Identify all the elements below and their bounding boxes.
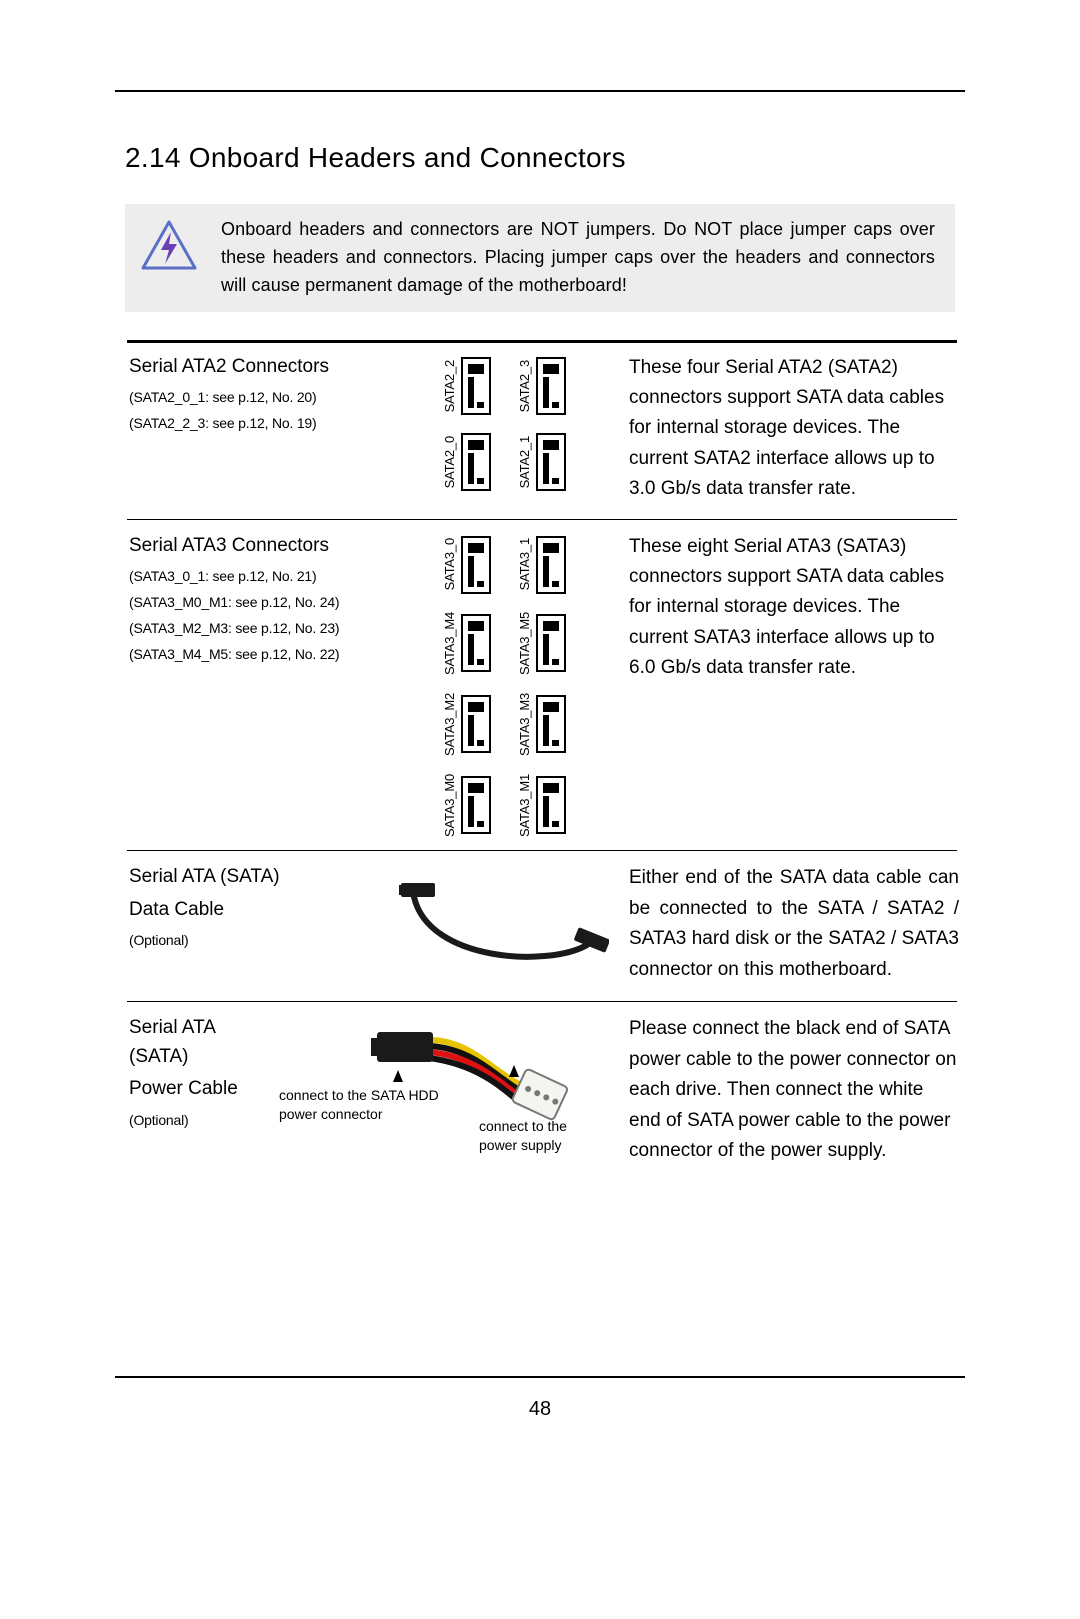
- table-top-rule: [127, 340, 957, 343]
- section-title: 2.14 Onboard Headers and Connectors: [125, 142, 965, 174]
- divider: [127, 1001, 957, 1002]
- datacable-diagram: [379, 863, 629, 987]
- sata3-ports: SATA3_0 SATA3_M4 SATA3_M2 SATA3_M0 SATA3…: [442, 536, 566, 837]
- warning-icon: [141, 220, 197, 272]
- port-body-icon: [461, 357, 491, 415]
- sata3-sub-1: (SATA3_M0_M1: see p.12, No. 24): [129, 590, 369, 616]
- divider: [127, 850, 957, 851]
- sata3-left: Serial ATA3 Connectors (SATA3_0_1: see p…: [129, 532, 379, 837]
- sata3-port: SATA3_M2: [442, 693, 491, 756]
- bottom-rule: [115, 1376, 965, 1378]
- datacable-left: Serial ATA (SATA) Data Cable (Optional): [129, 863, 379, 987]
- powercable-anno2: connect to the power supply: [479, 1118, 599, 1155]
- sata-data-cable-icon: [399, 867, 609, 987]
- port-body-icon: [536, 695, 566, 753]
- top-rule: [115, 90, 965, 92]
- port-body-icon: [461, 776, 491, 834]
- sata3-port: SATA3_M4: [442, 612, 491, 675]
- row-powercable: Serial ATA (SATA) Power Cable (Optional): [129, 1014, 959, 1188]
- sata2-port: SATA2_2: [442, 357, 491, 415]
- port-label: SATA2_3: [517, 360, 532, 412]
- port-body-icon: [536, 433, 566, 491]
- sata3-sub-0: (SATA3_0_1: see p.12, No. 21): [129, 564, 369, 590]
- datacable-title1: Serial ATA (SATA): [129, 863, 369, 892]
- powercable-opt: (Optional): [129, 1108, 279, 1134]
- datacable-opt: (Optional): [129, 928, 369, 954]
- port-label: SATA2_1: [517, 436, 532, 488]
- anno2-text: connect to the power supply: [479, 1118, 567, 1153]
- powercable-title1: Serial ATA (SATA): [129, 1014, 279, 1071]
- port-body-icon: [461, 536, 491, 594]
- port-label: SATA3_0: [442, 538, 457, 590]
- sata3-port-col-left: SATA3_0 SATA3_M4 SATA3_M2 SATA3_M0: [442, 536, 491, 837]
- powercable-anno1: connect to the SATA HDD power connector: [279, 1070, 449, 1124]
- datacable-desc: Either end of the SATA data cable can be…: [629, 863, 959, 987]
- sata2-port-col-right: SATA2_3 SATA2_1: [517, 357, 566, 491]
- warning-text: Onboard headers and connectors are NOT j…: [221, 216, 935, 300]
- sata2-title: Serial ATA2 Connectors: [129, 353, 369, 382]
- anno1-text: connect to the SATA HDD power connector: [279, 1087, 439, 1122]
- warning-box: Onboard headers and connectors are NOT j…: [125, 204, 955, 312]
- page-number: 48: [0, 1398, 1080, 1421]
- port-body-icon: [461, 614, 491, 672]
- sata2-port: SATA2_0: [442, 433, 491, 491]
- sata2-sub-0: (SATA2_0_1: see p.12, No. 20): [129, 385, 369, 411]
- sata3-port: SATA3_M1: [517, 774, 566, 837]
- port-body-icon: [461, 695, 491, 753]
- datacable-title2: Data Cable: [129, 896, 369, 925]
- sata3-title: Serial ATA3 Connectors: [129, 532, 369, 561]
- sata2-left: Serial ATA2 Connectors (SATA2_0_1: see p…: [129, 353, 379, 505]
- sata3-port: SATA3_0: [442, 536, 491, 594]
- divider: [127, 519, 957, 520]
- row-datacable: Serial ATA (SATA) Data Cable (Optional) …: [129, 863, 959, 987]
- sata2-port: SATA2_3: [517, 357, 566, 415]
- powercable-left: Serial ATA (SATA) Power Cable (Optional): [129, 1014, 289, 1188]
- sata2-ports: SATA2_2 SATA2_0 SATA2_3 SATA2_1: [442, 357, 566, 491]
- row-sata3: Serial ATA3 Connectors (SATA3_0_1: see p…: [129, 532, 959, 837]
- sata3-desc: These eight Serial ATA3 (SATA3) connecto…: [629, 532, 959, 837]
- port-body-icon: [536, 776, 566, 834]
- sata2-port: SATA2_1: [517, 433, 566, 491]
- port-label: SATA3_M3: [517, 693, 532, 756]
- port-body-icon: [461, 433, 491, 491]
- port-label: SATA2_2: [442, 360, 457, 412]
- port-label: SATA3_M5: [517, 612, 532, 675]
- port-body-icon: [536, 357, 566, 415]
- port-label: SATA3_M1: [517, 774, 532, 837]
- sata3-port: SATA3_1: [517, 536, 566, 594]
- row-sata2: Serial ATA2 Connectors (SATA2_0_1: see p…: [129, 353, 959, 505]
- sata2-diagram: SATA2_2 SATA2_0 SATA2_3 SATA2_1: [379, 353, 629, 505]
- sata-power-cable-icon: connect to the SATA HDD power connector …: [299, 1018, 549, 1188]
- sata3-port: SATA3_M5: [517, 612, 566, 675]
- port-body-icon: [536, 536, 566, 594]
- port-label: SATA3_M4: [442, 612, 457, 675]
- page-content: 2.14 Onboard Headers and Connectors Onbo…: [115, 90, 965, 1188]
- port-label: SATA3_1: [517, 538, 532, 590]
- powercable-diagram: connect to the SATA HDD power connector …: [289, 1014, 629, 1188]
- port-label: SATA2_0: [442, 436, 457, 488]
- sata2-port-col-left: SATA2_2 SATA2_0: [442, 357, 491, 491]
- port-label: SATA3_M0: [442, 774, 457, 837]
- sata2-sub-1: (SATA2_2_3: see p.12, No. 19): [129, 411, 369, 437]
- sata2-desc: These four Serial ATA2 (SATA2) connector…: [629, 353, 959, 505]
- sata3-port-col-right: SATA3_1 SATA3_M5 SATA3_M3 SATA3_M1: [517, 536, 566, 837]
- port-label: SATA3_M2: [442, 693, 457, 756]
- sata3-diagram: SATA3_0 SATA3_M4 SATA3_M2 SATA3_M0 SATA3…: [379, 532, 629, 837]
- sata3-port: SATA3_M3: [517, 693, 566, 756]
- port-body-icon: [536, 614, 566, 672]
- sata3-port: SATA3_M0: [442, 774, 491, 837]
- sata3-sub-2: (SATA3_M2_M3: see p.12, No. 23): [129, 616, 369, 642]
- powercable-desc: Please connect the black end of SATA pow…: [629, 1014, 959, 1188]
- powercable-title2: Power Cable: [129, 1075, 279, 1104]
- sata3-sub-3: (SATA3_M4_M5: see p.12, No. 22): [129, 642, 369, 668]
